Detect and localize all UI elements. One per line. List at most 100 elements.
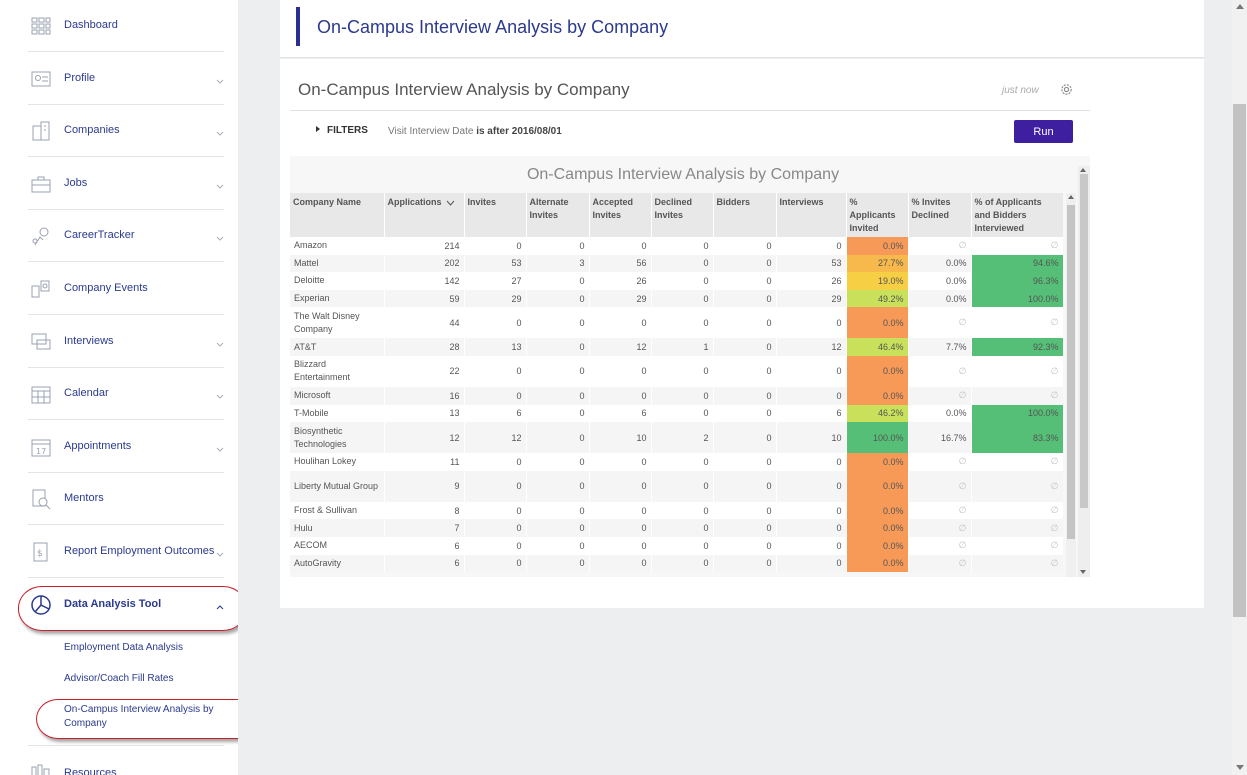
chevron-down-icon[interactable] bbox=[216, 392, 224, 400]
chevron-down-icon[interactable] bbox=[216, 550, 224, 558]
table-cell: 0 bbox=[526, 470, 590, 502]
calendar-icon bbox=[30, 383, 52, 405]
column-header[interactable]: Accepted Invites bbox=[589, 193, 652, 237]
sidebar-item-jobs[interactable]: Jobs bbox=[28, 158, 224, 210]
table-cell: 94.6% bbox=[971, 254, 1063, 273]
company-name-cell: AT&T bbox=[290, 338, 385, 356]
table-cell: 0.0% bbox=[846, 307, 909, 339]
sub-item-advisor-coach-fill-rates[interactable]: Advisor/Coach Fill Rates bbox=[64, 673, 174, 684]
table-cell: 0 bbox=[713, 501, 777, 520]
scroll-up-arrow-icon[interactable] bbox=[1080, 168, 1086, 172]
sidebar-item-careertracker[interactable]: CareerTracker bbox=[28, 210, 224, 263]
column-header[interactable]: % of Applicants and Bidders Interviewed bbox=[971, 193, 1063, 237]
column-header[interactable]: Bidders bbox=[713, 193, 777, 237]
table-cell: 0 bbox=[526, 519, 590, 537]
sort-descending-icon[interactable] bbox=[446, 197, 455, 210]
scroll-down-arrow-icon[interactable] bbox=[1080, 570, 1086, 574]
table-cell: 0.0% bbox=[846, 554, 909, 573]
sidebar-item-interviews[interactable]: Interviews bbox=[28, 316, 224, 368]
sidebar-item-companies[interactable]: Companies bbox=[28, 105, 224, 158]
chevron-down-icon[interactable] bbox=[216, 234, 224, 242]
table-row: AutoGravity 6 0 0 0 0 0 0 0.0% ∅ ∅ bbox=[290, 554, 1063, 573]
table-cell: 26 bbox=[589, 272, 652, 290]
table-cell: 0 bbox=[713, 470, 777, 502]
company-name-cell: The Walt Disney Company bbox=[290, 307, 385, 339]
run-button[interactable]: Run bbox=[1014, 120, 1073, 143]
table-cell: ∅ bbox=[971, 554, 1063, 573]
table-cell: 0 bbox=[713, 289, 777, 308]
table-cell: 2 bbox=[651, 422, 714, 454]
table-cell: 7 bbox=[384, 519, 465, 537]
filters-toggle[interactable]: FILTERS bbox=[316, 125, 368, 136]
table-cell: 56 bbox=[589, 254, 652, 273]
table-cell: 0 bbox=[651, 453, 714, 471]
company-name-cell: Blizzard Entertainment bbox=[290, 355, 385, 387]
table-cell: ∅ bbox=[908, 536, 972, 555]
table-cell: 12 bbox=[776, 338, 847, 356]
sidebar-item-resources[interactable]: Resources bbox=[28, 745, 224, 775]
table-cell: 6 bbox=[589, 404, 652, 423]
table-scrollbar-thumb[interactable] bbox=[1067, 205, 1075, 539]
gear-icon[interactable] bbox=[1059, 82, 1074, 97]
column-header[interactable]: % Invites Declined bbox=[908, 193, 972, 237]
table-cell: 0 bbox=[526, 338, 590, 356]
column-header[interactable]: Invites bbox=[464, 193, 527, 237]
table-cell: 6 bbox=[384, 554, 465, 573]
column-header-label: Declined Invites bbox=[654, 197, 693, 220]
table-cell: 0 bbox=[776, 453, 847, 471]
table-cell: 7.7% bbox=[908, 338, 972, 356]
page-scrollbar-thumb[interactable] bbox=[1233, 104, 1246, 617]
chart-scrollbar-thumb[interactable] bbox=[1080, 174, 1088, 508]
table-cell: ∅ bbox=[908, 453, 972, 471]
table-cell: 0 bbox=[464, 237, 527, 255]
table-scrollbar[interactable] bbox=[1066, 193, 1076, 577]
table-cell: 59 bbox=[384, 289, 465, 308]
table-cell: 202 bbox=[384, 254, 465, 273]
table-cell: 0.0% bbox=[846, 355, 909, 387]
page-scrollbar[interactable] bbox=[1232, 0, 1247, 775]
sidebar-item-dashboard[interactable]: Dashboard bbox=[28, 0, 224, 52]
chevron-down-icon[interactable] bbox=[216, 182, 224, 190]
company-name-cell: Biosynthetic Technologies bbox=[290, 422, 385, 454]
column-header-label: % Invites Declined bbox=[911, 197, 951, 220]
table-cell: 0 bbox=[464, 554, 527, 573]
scroll-down-arrow-icon[interactable] bbox=[1236, 765, 1244, 770]
table-viewport[interactable]: Company Name Applications Invites Alternate… bbox=[290, 193, 1063, 577]
sub-item-on-campus-interview-analysis[interactable]: On-Campus Interview Analysis by Company bbox=[64, 704, 214, 729]
table-cell: 29 bbox=[589, 289, 652, 308]
table-cell: 0 bbox=[713, 338, 777, 356]
filter-description: Visit Interview Date is after 2016/08/01 bbox=[388, 126, 562, 137]
sidebar-item-company-events[interactable]: Company Events bbox=[28, 263, 224, 315]
table-cell: ∅ bbox=[908, 386, 972, 405]
table-cell: ∅ bbox=[908, 554, 972, 573]
sidebar-item-calendar[interactable]: Calendar bbox=[28, 368, 224, 421]
chart-scrollbar[interactable] bbox=[1078, 166, 1090, 577]
column-header[interactable]: % Applicants Invited bbox=[846, 193, 909, 237]
table-row: AECOM 6 0 0 0 0 0 0 0.0% ∅ ∅ bbox=[290, 536, 1063, 555]
table-cell: ∅ bbox=[908, 519, 972, 537]
chevron-up-icon[interactable] bbox=[216, 603, 224, 611]
sidebar-item-profile[interactable]: Profile bbox=[28, 53, 224, 105]
company-name-cell: Frost & Sullivan bbox=[290, 501, 385, 520]
chevron-down-icon[interactable] bbox=[216, 340, 224, 348]
sidebar-item-report-employment-outcomes[interactable]: $ Report Employment Outcomes bbox=[28, 526, 224, 578]
sidebar-item-mentors[interactable]: Mentors bbox=[28, 473, 224, 526]
column-header[interactable]: Declined Invites bbox=[651, 193, 714, 237]
table-cell: 26 bbox=[776, 272, 847, 290]
table-cell: 0 bbox=[651, 254, 714, 273]
table-cell: 0 bbox=[526, 554, 590, 573]
chevron-down-icon[interactable] bbox=[216, 77, 224, 85]
column-header[interactable]: Company Name bbox=[290, 193, 385, 237]
column-header[interactable]: Alternate Invites bbox=[526, 193, 590, 237]
column-header[interactable]: Interviews bbox=[776, 193, 847, 237]
column-header[interactable]: Applications bbox=[384, 193, 465, 237]
column-header-label: Alternate Invites bbox=[529, 197, 569, 220]
sub-item-employment-data-analysis[interactable]: Employment Data Analysis bbox=[64, 642, 183, 653]
chevron-down-icon[interactable] bbox=[216, 129, 224, 137]
chevron-down-icon[interactable] bbox=[216, 445, 224, 453]
scroll-up-arrow-icon[interactable] bbox=[1068, 195, 1074, 199]
table-cell: ∅ bbox=[908, 470, 972, 502]
table-cell: 0 bbox=[526, 453, 590, 471]
sidebar-item-appointments[interactable]: 17 Appointments bbox=[28, 421, 224, 473]
scroll-up-arrow-icon[interactable] bbox=[1236, 4, 1244, 9]
